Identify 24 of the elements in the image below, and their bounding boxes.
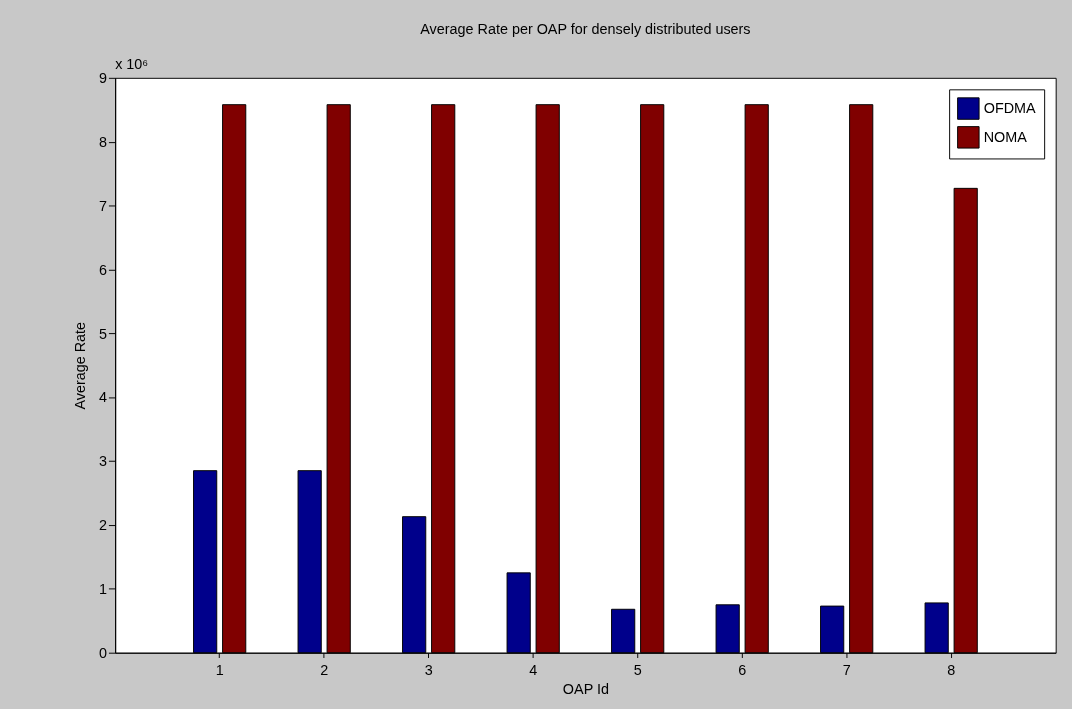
x-axis-title: OAP Id <box>562 680 609 697</box>
x-tick-label: 1 <box>215 662 224 679</box>
y-tick-label: 1 <box>99 581 108 598</box>
y-tick-label: 6 <box>99 261 108 278</box>
x-tick-label: 8 <box>947 662 956 679</box>
y-axis-title: Average Rate <box>71 321 88 410</box>
x-tick-label: 7 <box>842 662 851 679</box>
x-tick-label: 4 <box>529 662 538 679</box>
y-tick-label: 0 <box>99 644 108 661</box>
y-tick-label: 3 <box>99 453 108 470</box>
y-tick-label: 8 <box>99 134 108 150</box>
x-tick-label: 5 <box>633 662 642 679</box>
legend-label: NOMA <box>983 129 1028 146</box>
legend-label: OFDMA <box>983 100 1037 117</box>
chart-title: Average Rate per OAP for densely distributed users <box>420 20 751 37</box>
y-tick-label: 9 <box>99 70 108 87</box>
x-tick-label: 3 <box>424 662 433 679</box>
y-tick-label: 2 <box>99 517 108 534</box>
y-tick-label: 5 <box>99 325 108 342</box>
y-tick-label: 4 <box>99 389 108 406</box>
text: x 10⁶ <box>115 56 149 73</box>
y-tick-label: 7 <box>99 197 108 214</box>
x-tick-label: 6 <box>738 662 747 679</box>
x-tick-label: 2 <box>320 662 329 679</box>
